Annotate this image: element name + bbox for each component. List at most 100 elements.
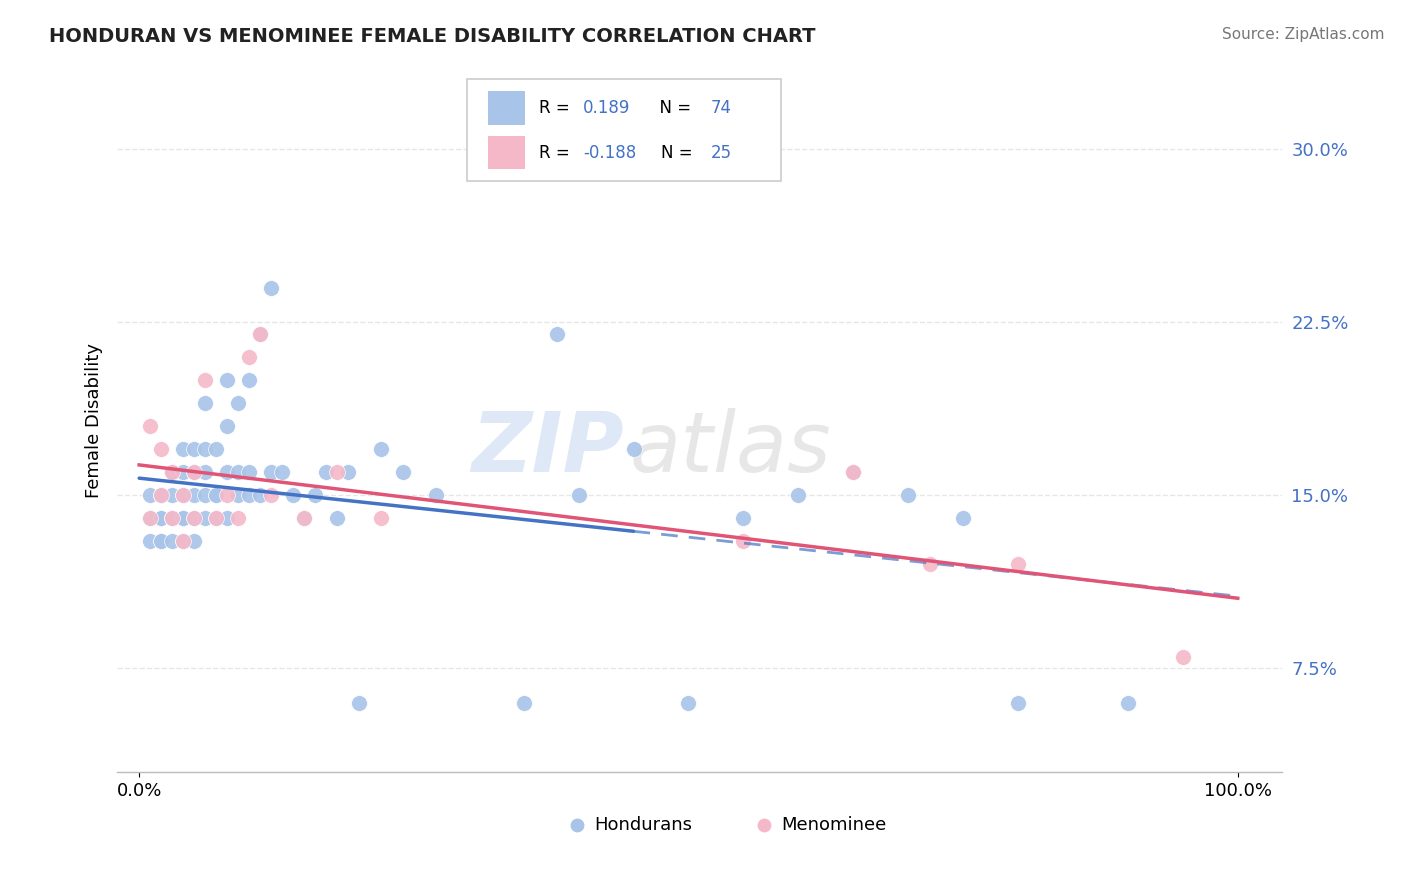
Point (139, 419, 162, 434)
Point (315, 465, 337, 479)
Point (150, 534, 173, 549)
Point (733, 534, 755, 549)
Point (150, 534, 173, 549)
Text: Menominee: Menominee (780, 815, 886, 834)
Point (139, 511, 162, 525)
Point (183, 442, 205, 456)
Point (238, 350, 260, 364)
Y-axis label: Female Disability: Female Disability (86, 343, 103, 498)
Point (260, 465, 283, 479)
Point (172, 488, 194, 502)
Point (304, 488, 326, 502)
Point (194, 465, 217, 479)
Point (249, 326, 271, 341)
Point (160, 511, 183, 525)
Point (623, 442, 645, 456)
Point (205, 511, 228, 525)
Point (215, 488, 238, 502)
Point (842, 465, 865, 479)
Point (205, 442, 228, 456)
Point (292, 511, 315, 525)
Text: Source: ZipAtlas.com: Source: ZipAtlas.com (1222, 27, 1385, 42)
Point (226, 511, 249, 525)
Point (160, 511, 183, 525)
Point (172, 488, 194, 502)
Point (1007, 558, 1029, 572)
Point (326, 511, 349, 525)
Point (183, 511, 205, 525)
Point (150, 442, 173, 456)
Point (546, 326, 568, 341)
Point (160, 465, 183, 479)
Point (1007, 696, 1029, 710)
Point (183, 465, 205, 479)
Point (271, 465, 294, 479)
Text: R =: R = (538, 144, 575, 161)
Point (512, 696, 534, 710)
Point (215, 373, 238, 387)
Point (370, 442, 392, 456)
Point (150, 488, 173, 502)
Point (733, 511, 755, 525)
Point (678, 696, 700, 710)
Text: HONDURAN VS MENOMINEE FEMALE DISABILITY CORRELATION CHART: HONDURAN VS MENOMINEE FEMALE DISABILITY … (49, 27, 815, 45)
Point (194, 442, 217, 456)
Point (425, 488, 447, 502)
Point (952, 511, 974, 525)
FancyBboxPatch shape (467, 79, 780, 181)
Point (370, 511, 392, 525)
Point (172, 534, 194, 549)
Point (226, 465, 249, 479)
Point (215, 511, 238, 525)
Point (139, 511, 162, 525)
Point (920, 558, 942, 572)
Point (183, 465, 205, 479)
Point (326, 465, 349, 479)
FancyBboxPatch shape (488, 136, 524, 169)
Point (1116, 696, 1139, 710)
Point (226, 488, 249, 502)
Point (215, 419, 238, 434)
Text: 74: 74 (711, 99, 733, 117)
Point (172, 511, 194, 525)
Point (160, 465, 183, 479)
Text: -0.188: -0.188 (583, 144, 637, 161)
Point (897, 488, 920, 502)
Point (194, 488, 217, 502)
Point (238, 488, 260, 502)
Point (787, 488, 810, 502)
Point (336, 465, 359, 479)
Point (150, 488, 173, 502)
Point (183, 534, 205, 549)
FancyBboxPatch shape (488, 91, 524, 125)
Text: 0.189: 0.189 (583, 99, 630, 117)
Point (238, 373, 260, 387)
Point (183, 511, 205, 525)
Point (139, 511, 162, 525)
Point (205, 488, 228, 502)
Point (172, 534, 194, 549)
Point (183, 488, 205, 502)
Point (160, 511, 183, 525)
Point (568, 488, 591, 502)
Text: ZIP: ZIP (471, 408, 624, 489)
Point (392, 465, 415, 479)
Point (139, 511, 162, 525)
Point (347, 696, 370, 710)
Point (238, 465, 260, 479)
Point (249, 488, 271, 502)
Point (139, 488, 162, 502)
Point (172, 465, 194, 479)
Point (215, 465, 238, 479)
Point (249, 326, 271, 341)
Point (842, 465, 865, 479)
Text: 25: 25 (711, 144, 733, 161)
Point (205, 511, 228, 525)
Point (139, 511, 162, 525)
Point (172, 442, 194, 456)
Point (194, 373, 217, 387)
Text: Hondurans: Hondurans (595, 815, 693, 834)
Point (150, 488, 173, 502)
Point (292, 511, 315, 525)
Point (172, 511, 194, 525)
